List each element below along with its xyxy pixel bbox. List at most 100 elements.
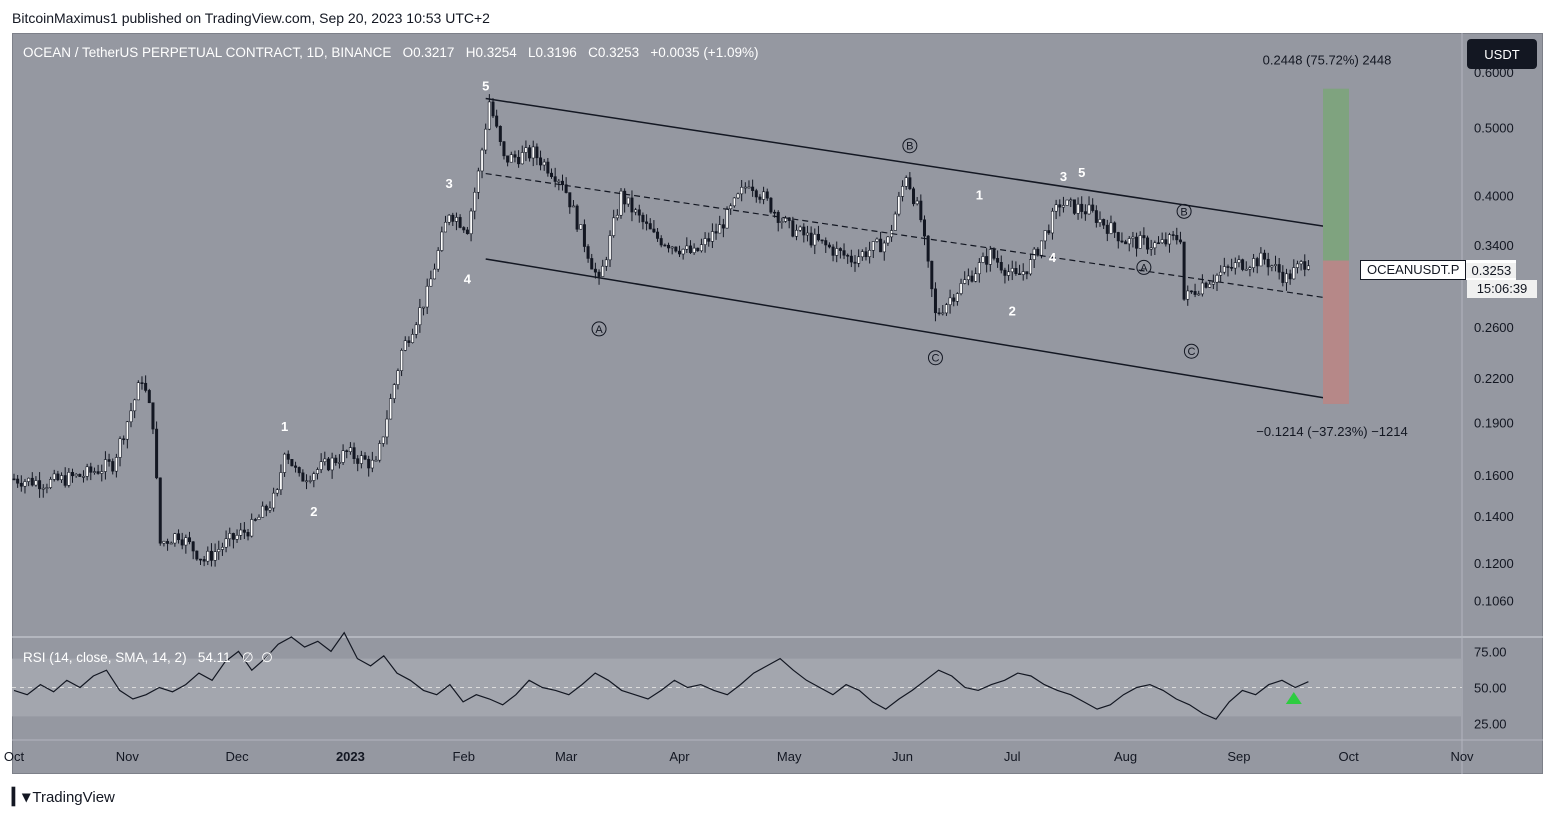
- candle-body: [1230, 267, 1234, 269]
- candle-body: [1003, 269, 1007, 276]
- chart-frame[interactable]: [12, 33, 1543, 774]
- candle-body: [623, 190, 627, 205]
- candle-body: [1072, 199, 1076, 214]
- candle-body: [729, 205, 733, 210]
- rsi-extra-1: ∅: [241, 650, 254, 665]
- candle-body: [893, 213, 897, 231]
- wave-label: B: [906, 141, 913, 153]
- candle-body: [1131, 236, 1135, 239]
- candle-body: [1189, 290, 1193, 293]
- candle-body: [871, 241, 875, 251]
- candle-body: [849, 255, 853, 263]
- wave-label: A: [595, 324, 603, 336]
- candle-body: [560, 180, 564, 186]
- rsi-label: RSI (14, close, SMA, 14, 2): [23, 650, 187, 665]
- candle-body: [34, 480, 38, 486]
- time-tick-label: Dec: [225, 749, 249, 764]
- candle-body: [754, 190, 758, 198]
- rsi-tick-label: 75.00: [1474, 644, 1507, 659]
- candle-body: [491, 101, 495, 117]
- candle-body: [308, 480, 312, 482]
- candle-body: [96, 471, 100, 474]
- candle-body: [520, 152, 524, 165]
- candle-body: [451, 214, 455, 222]
- candle-body: [323, 458, 327, 463]
- candle-body: [575, 205, 579, 230]
- candle-body: [1105, 224, 1109, 234]
- candle-body: [45, 487, 49, 489]
- candle-body: [147, 390, 151, 404]
- candle-body: [429, 278, 433, 287]
- candle-body: [743, 186, 747, 189]
- currency-button[interactable]: USDT: [1467, 39, 1537, 69]
- candle-body: [879, 238, 883, 253]
- candle-body: [198, 558, 202, 561]
- low-value: 0.3196: [535, 45, 577, 60]
- candle-body: [853, 261, 857, 264]
- candle-body: [89, 466, 93, 473]
- candle-body: [1076, 203, 1080, 214]
- candle-body: [103, 459, 107, 472]
- candle-body: [1142, 235, 1146, 239]
- candle-body: [1160, 239, 1164, 244]
- candle-body: [19, 482, 23, 487]
- candle-body: [513, 154, 517, 158]
- candle-body: [458, 217, 462, 228]
- candle-body: [1219, 271, 1223, 276]
- candle-body: [542, 161, 546, 166]
- candle-body: [52, 473, 56, 480]
- candle-body: [721, 224, 725, 229]
- price-tick-label: 0.1900: [1474, 416, 1514, 431]
- candle-body: [381, 436, 385, 444]
- bar-countdown: 15:06:39: [1467, 280, 1537, 298]
- candle-body: [842, 250, 846, 256]
- candle-body: [330, 457, 334, 471]
- footer-brand[interactable]: ▎▾ TradingView: [12, 787, 115, 807]
- wave-label: 2: [310, 504, 317, 519]
- time-tick-label: Jul: [1004, 749, 1021, 764]
- candle-body: [553, 176, 557, 182]
- candle-body: [1043, 230, 1047, 242]
- open-label: O: [402, 45, 414, 60]
- candle-body: [564, 184, 568, 193]
- candle-body: [341, 450, 345, 463]
- candle-body: [433, 268, 437, 280]
- candle-body: [718, 224, 722, 234]
- candle-body: [396, 370, 400, 385]
- candle-body: [604, 259, 608, 267]
- candle-body: [209, 550, 213, 561]
- candle-body: [601, 265, 605, 277]
- target-loss-zone: [1323, 260, 1349, 404]
- candle-body: [732, 197, 736, 207]
- candle-body: [81, 476, 85, 478]
- candle-body: [919, 200, 923, 221]
- candle-body: [688, 245, 692, 253]
- candle-body: [257, 516, 261, 520]
- candle-body: [509, 154, 513, 163]
- candle-body: [56, 473, 60, 481]
- candle-body: [1277, 264, 1281, 273]
- candle-body: [378, 443, 382, 461]
- wave-label: C: [931, 353, 939, 365]
- wave-label: 4: [1049, 250, 1057, 265]
- candle-body: [747, 186, 751, 189]
- candle-body: [407, 340, 411, 343]
- candle-body: [136, 382, 140, 401]
- candle-body: [915, 200, 919, 205]
- wave-label: 1: [281, 419, 288, 434]
- candle-body: [279, 472, 283, 491]
- candle-body: [1284, 273, 1288, 283]
- time-tick-label: Aug: [1114, 749, 1137, 764]
- candle-body: [312, 473, 316, 481]
- candle-body: [239, 529, 243, 536]
- candle-body: [937, 312, 941, 315]
- candle-body: [535, 146, 539, 159]
- candle-body: [860, 251, 864, 258]
- candle-body: [140, 382, 144, 384]
- candle-body: [495, 115, 499, 127]
- candle-body: [1113, 222, 1117, 233]
- candle-body: [524, 147, 528, 153]
- candle-body: [681, 248, 685, 255]
- candle-body: [1259, 252, 1263, 267]
